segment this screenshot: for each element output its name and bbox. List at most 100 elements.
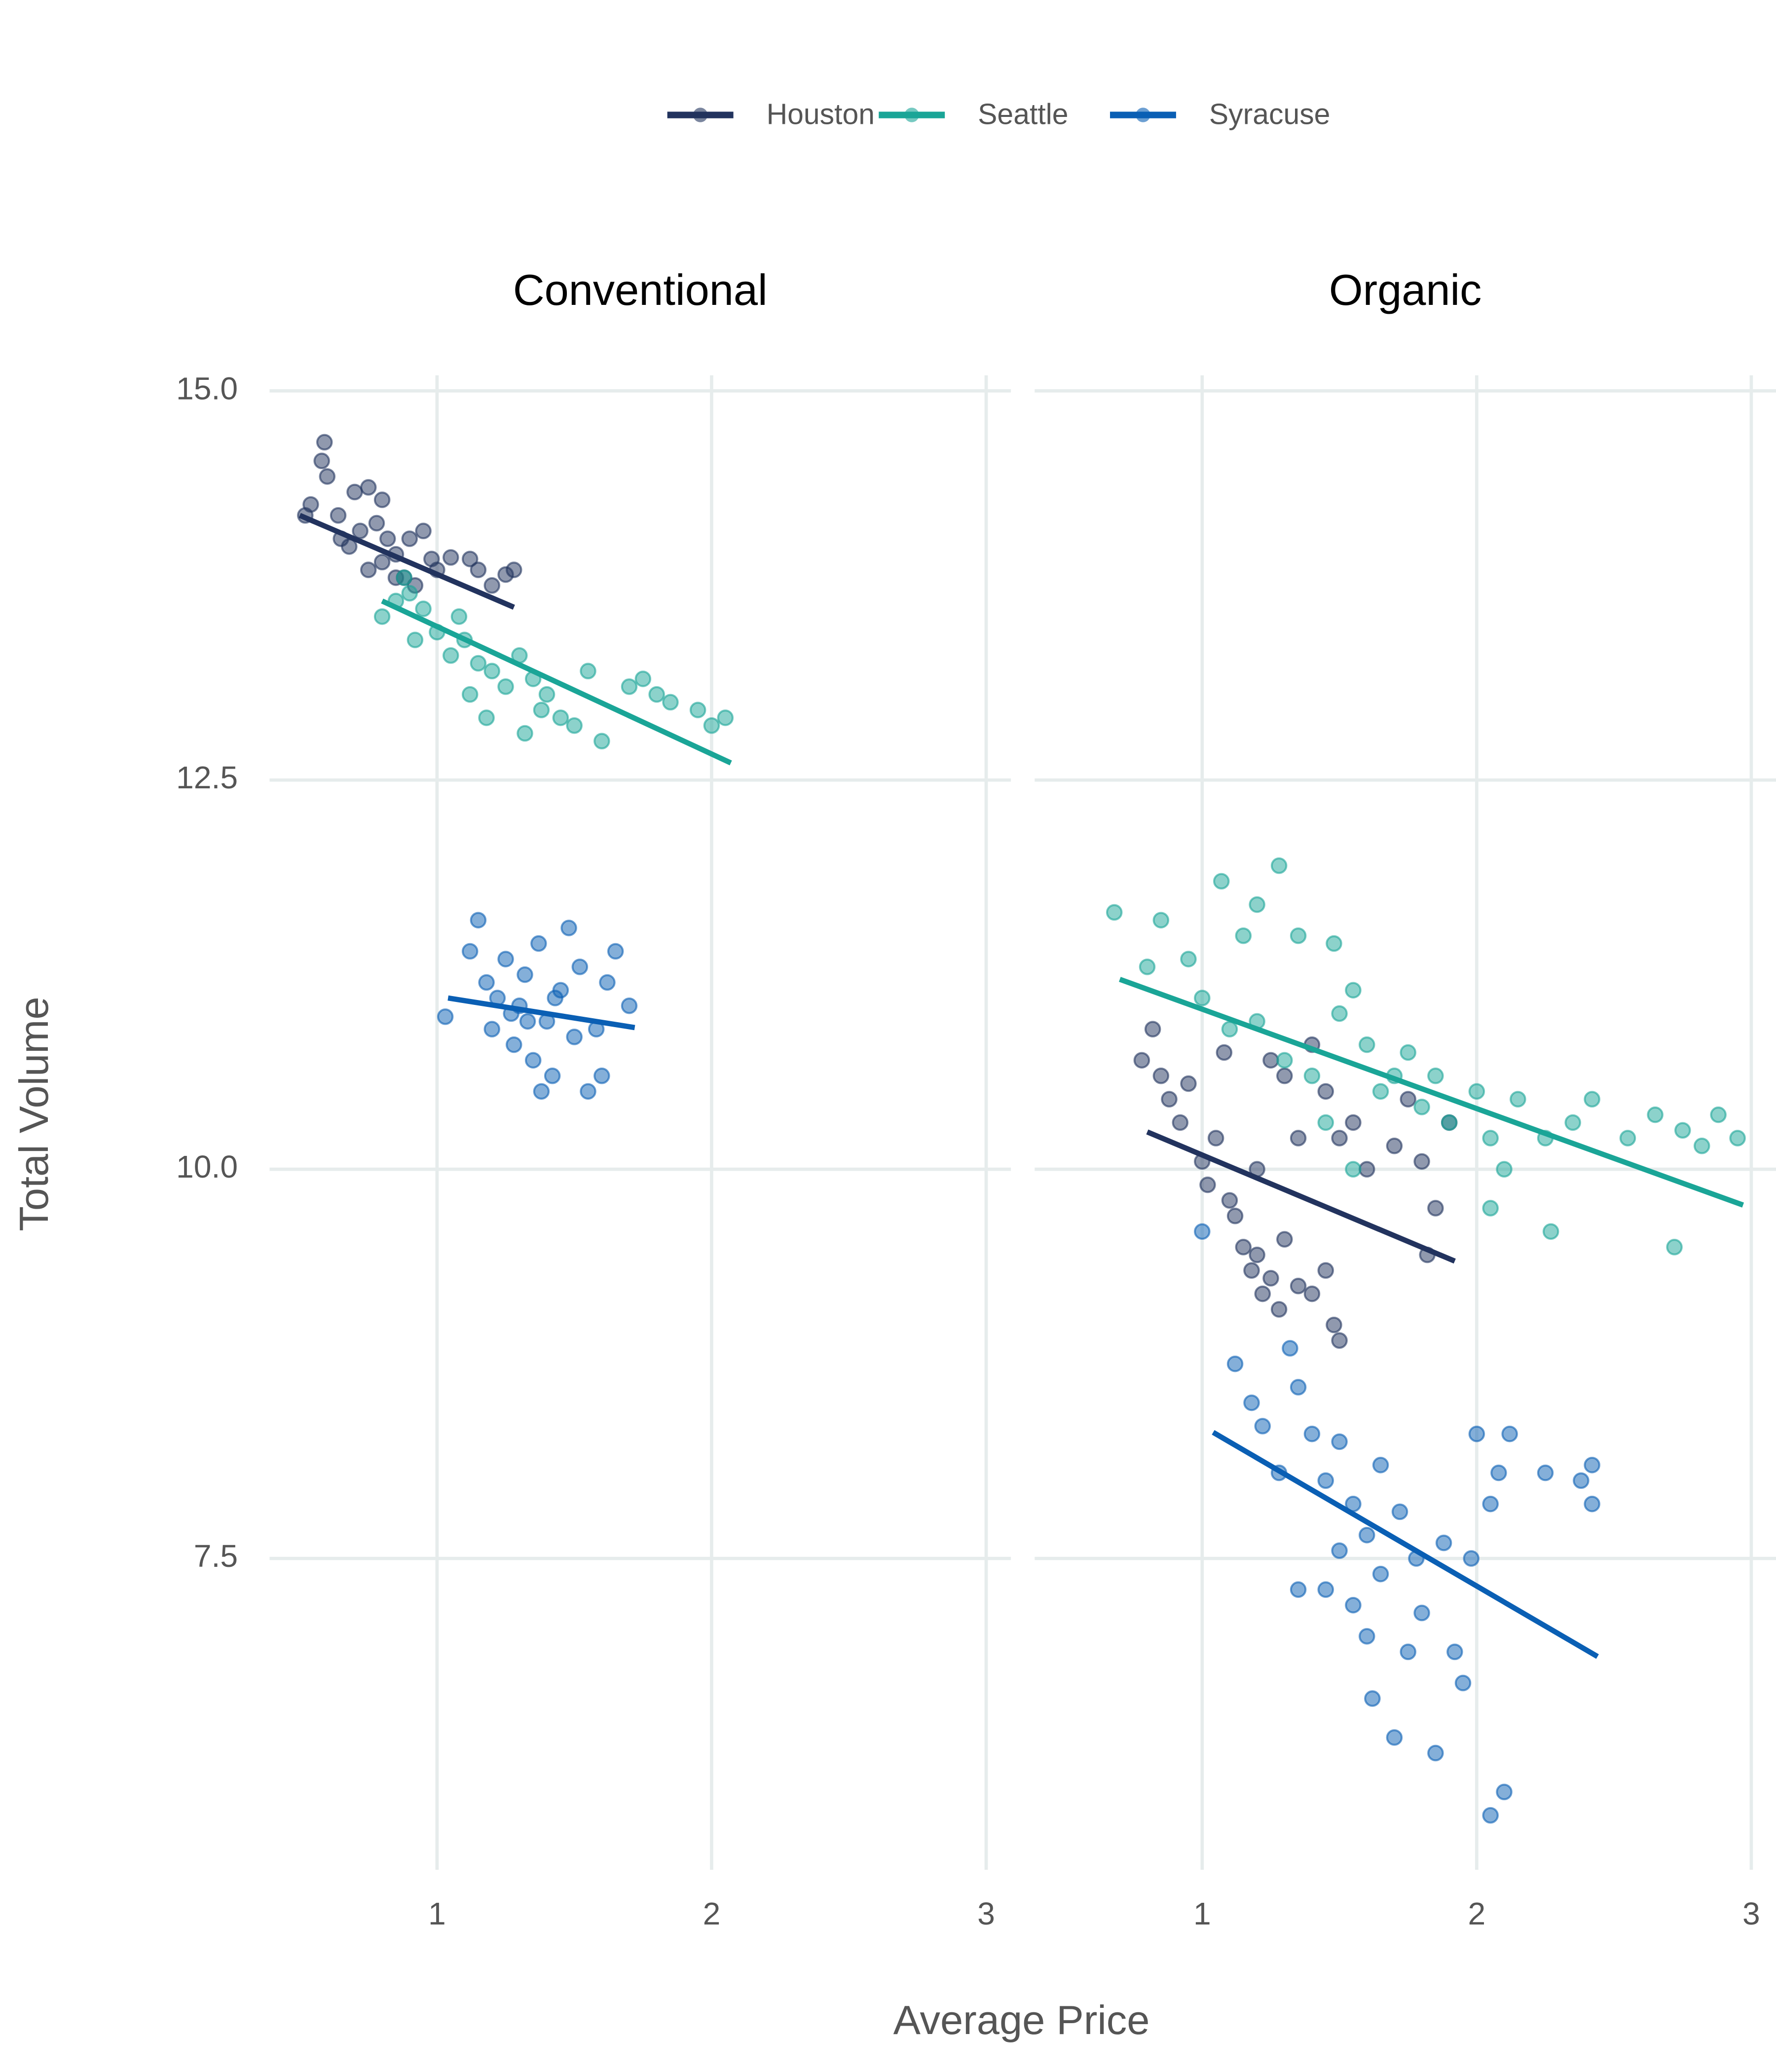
point: [1317, 1114, 1334, 1131]
point: [1290, 1130, 1307, 1147]
point: [1133, 1052, 1150, 1069]
point: [1427, 1068, 1444, 1084]
point: [379, 530, 396, 547]
point: [1326, 935, 1342, 952]
point: [1729, 1130, 1746, 1147]
legend-key: [693, 108, 708, 122]
y-axis-title: Total Volume: [11, 997, 57, 1231]
fit-line: [298, 513, 515, 610]
point: [1144, 1021, 1161, 1037]
point: [1584, 1456, 1600, 1474]
point: [470, 655, 487, 672]
point: [1152, 1068, 1170, 1084]
point: [373, 491, 391, 508]
point: [1254, 1285, 1271, 1302]
point: [552, 709, 569, 726]
point: [1372, 1456, 1389, 1474]
point: [483, 577, 500, 594]
point: [1317, 1581, 1334, 1598]
point: [1276, 1231, 1293, 1248]
point: [1359, 1036, 1375, 1053]
point: [478, 709, 495, 726]
point: [1413, 1153, 1430, 1170]
point: [1180, 951, 1197, 967]
point: [450, 608, 468, 625]
point: [1619, 1130, 1636, 1147]
point: [1270, 1301, 1288, 1318]
point: [538, 686, 555, 703]
point: [621, 678, 638, 695]
point: [648, 686, 665, 703]
point: [443, 549, 459, 566]
point: [346, 483, 363, 501]
point: [593, 733, 610, 750]
point: [1226, 1208, 1244, 1224]
point: [1496, 1783, 1513, 1801]
point: [1345, 1596, 1362, 1614]
point: [580, 1083, 596, 1100]
point: [621, 998, 638, 1014]
point: [497, 951, 514, 967]
point: [689, 702, 706, 718]
point: [1345, 1161, 1362, 1178]
point: [1152, 912, 1170, 928]
point: [1537, 1464, 1554, 1481]
point: [1243, 1262, 1260, 1279]
point: [478, 974, 495, 991]
point: [1276, 1068, 1293, 1084]
point: [1326, 1316, 1342, 1333]
point: [1463, 1550, 1480, 1567]
point: [1290, 1379, 1307, 1396]
point: [1235, 1239, 1252, 1256]
legend-label: Syracuse: [1209, 98, 1331, 130]
point: [1427, 1744, 1444, 1762]
point: [1276, 1052, 1293, 1069]
point: [533, 702, 550, 718]
point: [593, 1068, 610, 1084]
point: [524, 1052, 542, 1069]
point: [703, 717, 720, 734]
point: [517, 725, 533, 742]
point: [483, 663, 500, 680]
point: [1359, 1161, 1375, 1178]
point: [1331, 1130, 1348, 1147]
point: [607, 943, 624, 960]
point: [1441, 1114, 1458, 1131]
point: [1693, 1138, 1710, 1154]
fit-line: [1119, 977, 1744, 1208]
point: [1180, 1075, 1197, 1092]
x-tick-label: 3: [1742, 1896, 1760, 1931]
point: [560, 920, 577, 936]
y-tick-label: 10.0: [176, 1149, 238, 1184]
point: [1482, 1200, 1499, 1217]
point: [566, 717, 583, 734]
x-tick-label: 1: [428, 1896, 446, 1931]
point: [1194, 1223, 1211, 1240]
point: [1331, 1005, 1348, 1022]
point: [1249, 1246, 1265, 1263]
legend-label: Seattle: [978, 98, 1068, 130]
x-axis-title: Average Price: [893, 1997, 1150, 2043]
point: [1303, 1425, 1321, 1443]
point: [313, 452, 330, 470]
point: [1584, 1495, 1600, 1513]
point: [1386, 1138, 1403, 1154]
point: [1427, 1200, 1444, 1217]
point: [1482, 1807, 1499, 1824]
point: [1386, 1729, 1403, 1746]
point: [1221, 1192, 1238, 1209]
point: [396, 569, 412, 586]
point: [415, 600, 432, 617]
point: [1413, 1604, 1430, 1622]
point: [1213, 873, 1230, 890]
point: [407, 631, 424, 648]
point: [1345, 982, 1362, 999]
point: [497, 678, 514, 695]
point: [517, 966, 533, 983]
point: [1674, 1122, 1691, 1139]
point: [1496, 1161, 1513, 1178]
point: [1199, 1176, 1216, 1193]
x-tick-label: 1: [1193, 1896, 1211, 1931]
point: [1435, 1534, 1452, 1552]
